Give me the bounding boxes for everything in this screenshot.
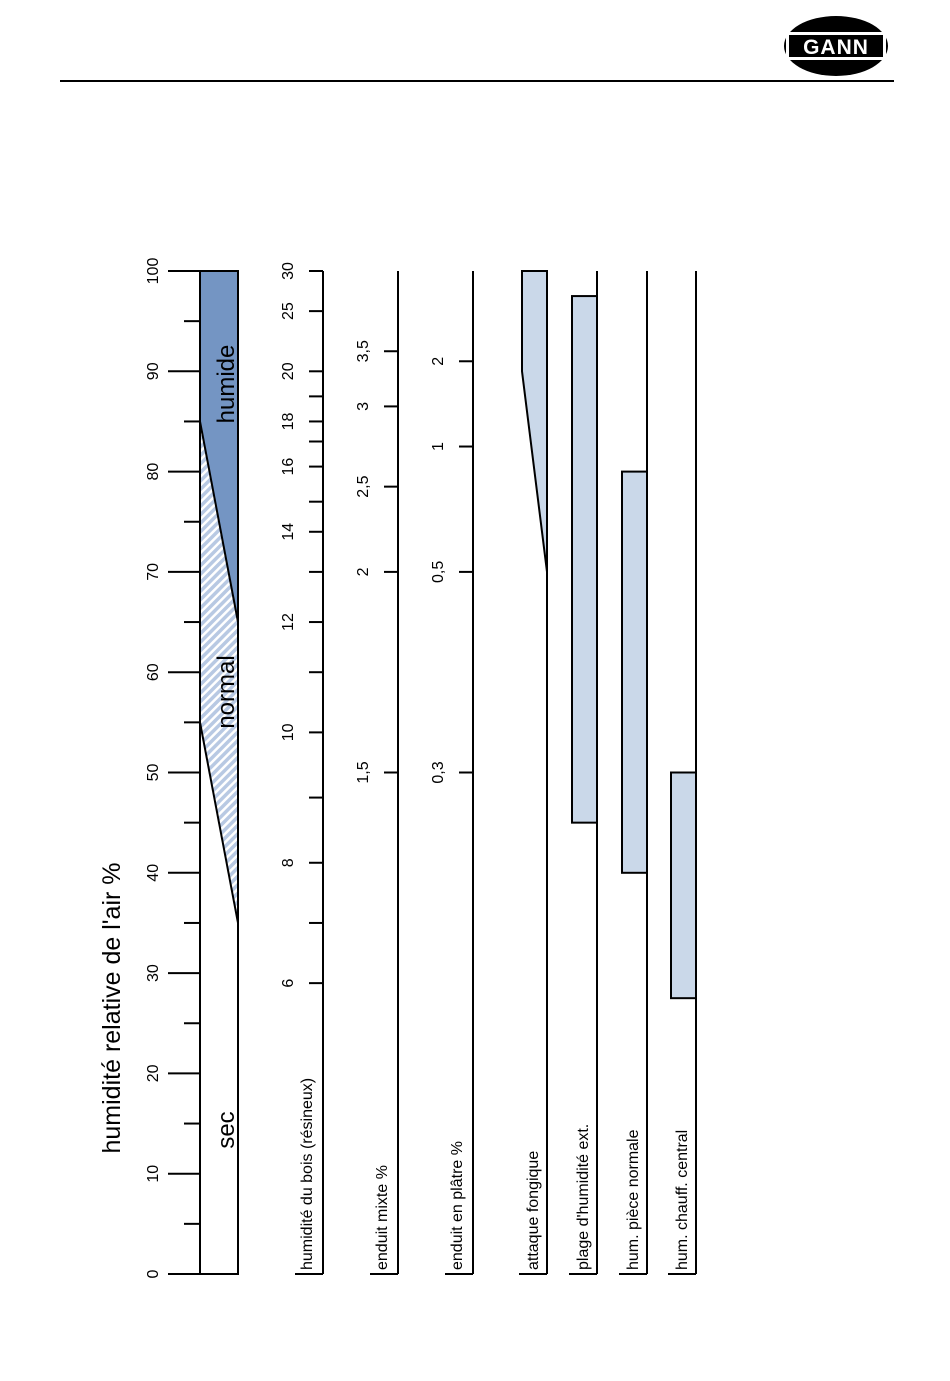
rh-tick-label: 70 — [145, 563, 162, 581]
rh-tick-label: 20 — [145, 1064, 162, 1082]
scale-2: 1,5 2 2,5 3 3,5 enduit mixte % — [355, 271, 399, 1275]
range-title: attaque fongique — [525, 1151, 542, 1270]
scale-tick-label: 10 — [280, 723, 297, 741]
rh-axis-title: humidité relative de l'air % — [98, 862, 126, 1153]
rh-tick-label: 90 — [145, 362, 162, 380]
scale-tick-label: 0,3 — [430, 761, 447, 783]
scale-tick-label: 2 — [430, 357, 447, 366]
scale-tick-label: 18 — [280, 412, 297, 430]
range-bar — [670, 771, 697, 1000]
scale-title: enduit en plâtre % — [449, 1141, 466, 1270]
scale-tick-label: 25 — [280, 302, 297, 320]
rh-axis: 0 10 20 30 40 50 60 70 80 90 100 — [145, 258, 200, 1278]
rh-tick-label: 10 — [145, 1165, 162, 1183]
zone-label-sec: sec — [213, 1111, 240, 1148]
range-title: hum. pièce normale — [625, 1129, 642, 1270]
scale-1: 6 8 10 12 14 16 18 20 25 30 humidité du bois (rési… — [280, 262, 324, 1275]
range-1: attaque fongique — [519, 270, 548, 1275]
scale-tick-label: 1 — [430, 442, 447, 451]
scale-tick-label: 2,5 — [355, 475, 372, 497]
scale-tick-label: 1,5 — [355, 761, 372, 783]
zone-humide — [200, 271, 238, 623]
sec-normal-boundary — [199, 722, 239, 924]
scale-title: enduit mixte % — [374, 1165, 391, 1270]
scale-tick-label: 0,5 — [430, 561, 447, 583]
range-bar — [571, 295, 598, 824]
range-4: hum. chauff. central — [668, 271, 697, 1275]
scale-title: humidité du bois (résineux) — [299, 1078, 316, 1270]
rh-tick-label: 80 — [145, 463, 162, 481]
range-bars: attaque fongique plage d'humidité ext. hum… — [519, 270, 697, 1275]
scale-tick-label: 20 — [280, 362, 297, 380]
rh-tick-label: 40 — [145, 864, 162, 882]
zone-label-humide: humide — [213, 345, 240, 424]
scale-3: 0,3 0,5 1 2 enduit en plâtre % — [430, 271, 474, 1275]
header-rule — [60, 80, 894, 82]
logo-text: GANN — [803, 36, 869, 59]
range-2: plage d'humidité ext. — [569, 271, 598, 1275]
scale-tick-label: 2 — [355, 567, 372, 576]
scale-tick-label: 3,5 — [355, 340, 372, 362]
scale-tick-label: 16 — [280, 458, 297, 476]
scale-tick-label: 6 — [280, 979, 297, 988]
rh-tick-label: 30 — [145, 964, 162, 982]
scale-tick-label: 8 — [280, 858, 297, 867]
rh-tick-label: 0 — [145, 1269, 162, 1278]
gann-logo: GANN — [784, 16, 888, 76]
rh-tick-label: 100 — [145, 258, 162, 285]
scale-tick-label: 3 — [355, 402, 372, 411]
rh-tick-label: 60 — [145, 663, 162, 681]
zone-label-normal: normal — [213, 655, 240, 728]
range-bar — [621, 470, 648, 874]
range-title: plage d'humidité ext. — [575, 1124, 592, 1270]
range-wedge — [521, 270, 548, 573]
scale-tick-label: 12 — [280, 613, 297, 631]
scale-tick-label: 14 — [280, 523, 297, 541]
scale-tick-label: 30 — [280, 262, 297, 280]
range-title: hum. chauff. central — [674, 1130, 691, 1270]
range-3: hum. pièce normale — [619, 271, 648, 1275]
zone-normal — [200, 421, 238, 923]
normal-humide-boundary — [199, 421, 239, 623]
rh-tick-label: 50 — [145, 764, 162, 782]
